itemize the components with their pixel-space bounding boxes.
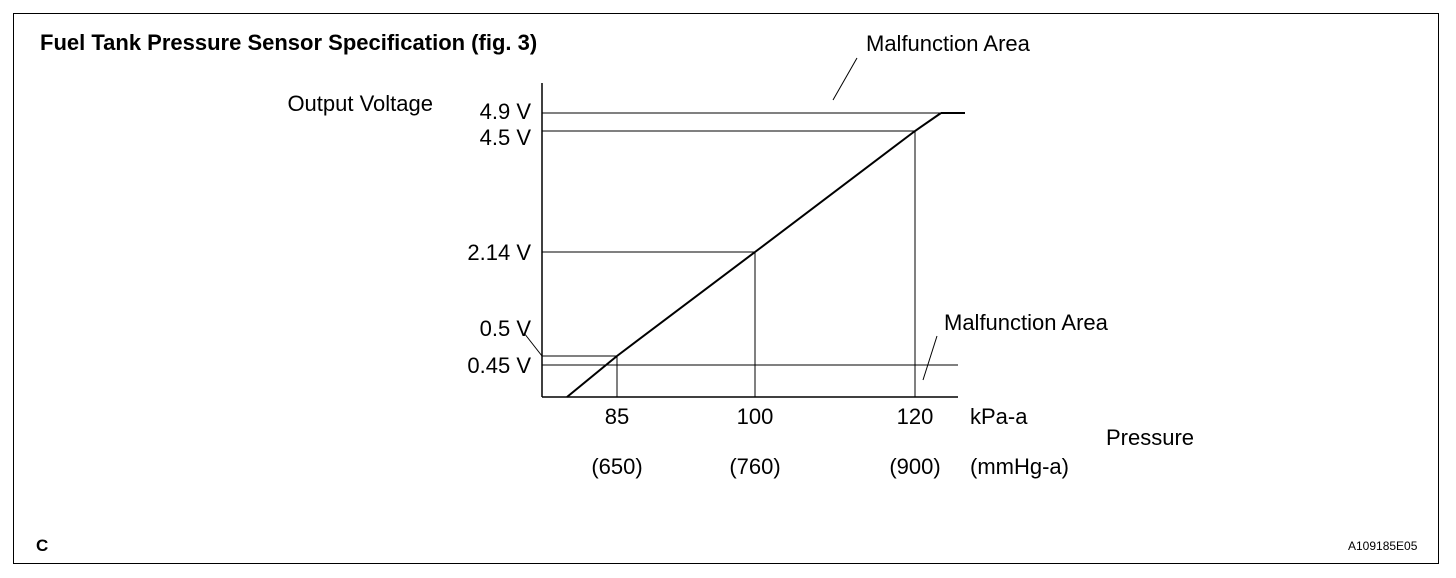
x-unit-secondary: (mmHg-a) (970, 454, 1069, 479)
y-tick-label-0-45v: 0.45 V (467, 353, 531, 378)
x-axis-label: Pressure (1106, 425, 1194, 450)
leader-malfunction-upper (832, 57, 858, 101)
x-tick-sublabel-100: (760) (729, 454, 780, 479)
annotation-malfunction-upper: Malfunction Area (866, 31, 1031, 56)
series-line (566, 112, 942, 398)
x-tick-label-100: 100 (737, 404, 774, 429)
figure-title: Fuel Tank Pressure Sensor Specification … (40, 30, 538, 55)
y-tick-label-2-14v: 2.14 V (467, 240, 531, 265)
y-tick-label-0-5v: 0.5 V (480, 316, 532, 341)
figure-frame (13, 13, 1439, 564)
y-tick-label-4-9v: 4.9 V (480, 99, 532, 124)
x-tick-label-85: 85 (605, 404, 629, 429)
x-unit-primary: kPa-a (970, 404, 1028, 429)
x-tick-sublabel-120: (900) (889, 454, 940, 479)
figure-code: A109185E05 (1348, 539, 1418, 553)
y-axis-label: Output Voltage (287, 91, 433, 116)
y-tick-label-4-5v: 4.5 V (480, 125, 532, 150)
leader-malfunction-lower (922, 335, 938, 381)
leader-0-5v (523, 332, 543, 357)
x-tick-label-120: 120 (897, 404, 934, 429)
annotation-malfunction-lower: Malfunction Area (944, 310, 1109, 335)
x-tick-sublabel-85: (650) (591, 454, 642, 479)
corner-label: C (36, 536, 49, 555)
